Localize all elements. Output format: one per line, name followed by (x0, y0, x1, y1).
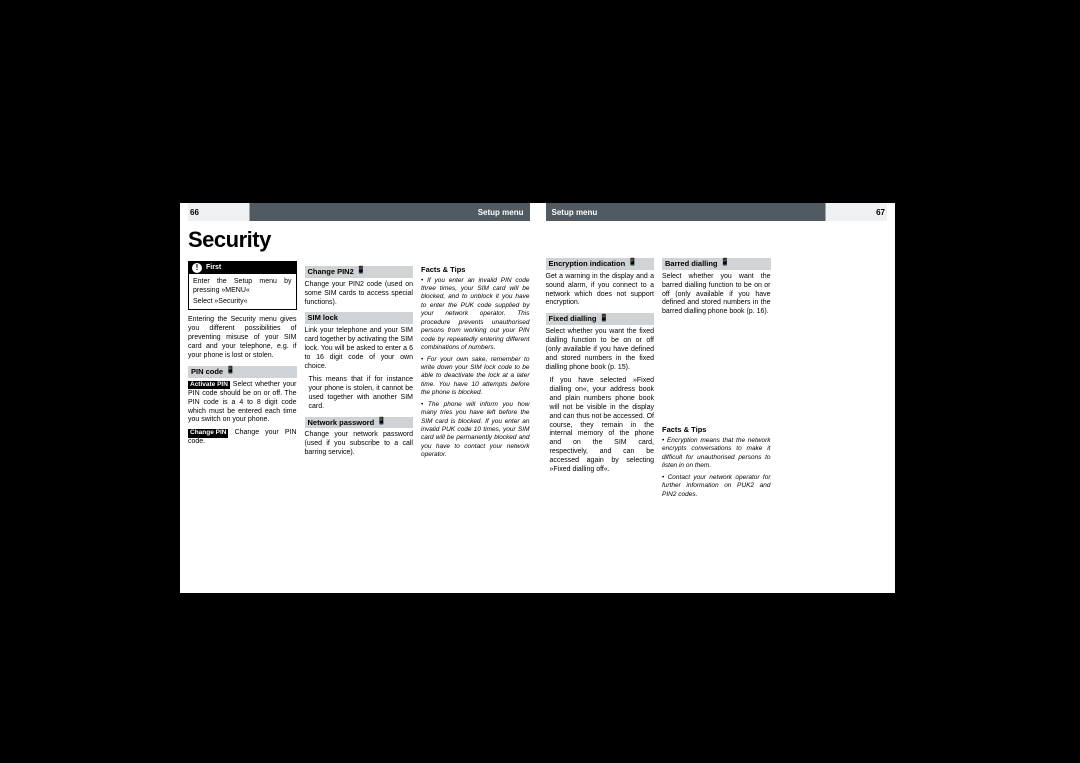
change-pin-badge: Change PIN (188, 429, 228, 437)
page-title: Security (188, 227, 530, 253)
encryption-header: Encryption indication 📱 (546, 258, 655, 270)
col-3: Facts & Tips If you enter an invalid PIN… (421, 261, 530, 463)
encryption-text: Get a warning in the display and a sound… (546, 273, 655, 309)
tip-2: For your own sake, remember to write dow… (421, 356, 530, 398)
fixed-dialling-header: Fixed dialling 📱 (546, 313, 655, 325)
pin-code-label: PIN code (191, 367, 223, 377)
barred-dialling-header: Barred dialling 📱 (662, 258, 771, 270)
phone-icon: 📱 (628, 259, 637, 268)
page-number-67: 67 (824, 208, 887, 217)
phone-icon: 📱 (721, 259, 730, 268)
sim-lock-text: Link your telephone and your SIM card to… (305, 327, 414, 372)
info-icon: ! (192, 263, 202, 273)
page-66: 66 Setup menu Security ! First Enter the… (180, 203, 538, 593)
tip-4: Encryption means that the network encryp… (662, 437, 771, 471)
page-number-66: 66 (188, 208, 251, 217)
sim-lock-header: SIM lock (305, 312, 414, 324)
encryption-label: Encryption indication (549, 259, 626, 269)
barred-dialling-label: Barred dialling (665, 259, 718, 269)
first-box: ! First Enter the Setup menu by pressing… (188, 261, 297, 310)
facts-tips-header: Facts & Tips (421, 265, 530, 275)
col-2: Change PIN2 📱 Change your PIN2 code (use… (305, 261, 414, 463)
col-4: Encryption indication 📱 Get a warning in… (546, 253, 655, 502)
network-password-label: Network password (308, 418, 375, 428)
phone-icon: 📱 (226, 367, 235, 376)
first-line-1: Enter the Setup menu by pressing »MENU« (193, 277, 292, 295)
barred-dialling-text: Select whether you want the barred diall… (662, 273, 771, 318)
fixed-dialling-text-1: Select whether you want the fixed dialli… (546, 328, 655, 373)
phone-icon: 📱 (357, 267, 366, 276)
change-pin2-header: Change PIN2 📱 (305, 266, 414, 278)
setup-menu-label: Setup menu (251, 208, 529, 217)
network-password-header: Network password 📱 (305, 417, 414, 429)
change-pin-row: Change PIN Change your PIN code. (188, 429, 297, 447)
first-line-2: Select »Security« (193, 297, 292, 306)
col-1: ! First Enter the Setup menu by pressing… (188, 261, 297, 463)
pin-code-header: PIN code 📱 (188, 366, 297, 378)
fixed-dialling-label: Fixed dialling (549, 314, 597, 324)
facts-tips-header-2: Facts & Tips (662, 425, 771, 435)
change-pin2-label: Change PIN2 (308, 267, 354, 277)
columns-right: Encryption indication 📱 Get a warning in… (546, 253, 888, 502)
change-pin2-text: Change your PIN2 code (used on some SIM … (305, 281, 414, 308)
network-password-text: Change your network password (used if yo… (305, 431, 414, 458)
tip-5: Contact your network operator for furthe… (662, 474, 771, 499)
phone-icon: 📱 (377, 418, 386, 427)
activate-pin-badge: Activate PIN (188, 381, 230, 389)
first-label: First (206, 264, 221, 273)
header-right: Setup menu 67 (546, 203, 888, 221)
manual-spread: 66 Setup menu Security ! First Enter the… (180, 203, 895, 593)
tip-1: If you enter an invalid PIN code three t… (421, 277, 530, 353)
page-67: Setup menu 67 Encryption indication 📱 Ge… (538, 203, 896, 593)
fixed-dialling-text-2: If you have selected »Fixed dialling on«… (550, 377, 655, 475)
sim-lock-label: SIM lock (308, 313, 338, 323)
setup-menu-label: Setup menu (546, 208, 824, 217)
first-header: ! First (189, 262, 296, 274)
tip-3: The phone will inform you how many tries… (421, 401, 530, 460)
first-body: Enter the Setup menu by pressing »MENU« … (189, 274, 296, 309)
columns-left: ! First Enter the Setup menu by pressing… (188, 261, 530, 463)
phone-icon: 📱 (599, 315, 608, 324)
activate-pin-row: Activate PIN Select whether your PIN cod… (188, 381, 297, 426)
intro-text: Entering the Security menu gives you dif… (188, 316, 297, 361)
sim-lock-text-2: This means that if for instance your pho… (309, 376, 414, 412)
col-6-empty (779, 253, 888, 502)
col-5: Barred dialling 📱 Select whether you wan… (662, 253, 771, 502)
header-left: 66 Setup menu (188, 203, 530, 221)
